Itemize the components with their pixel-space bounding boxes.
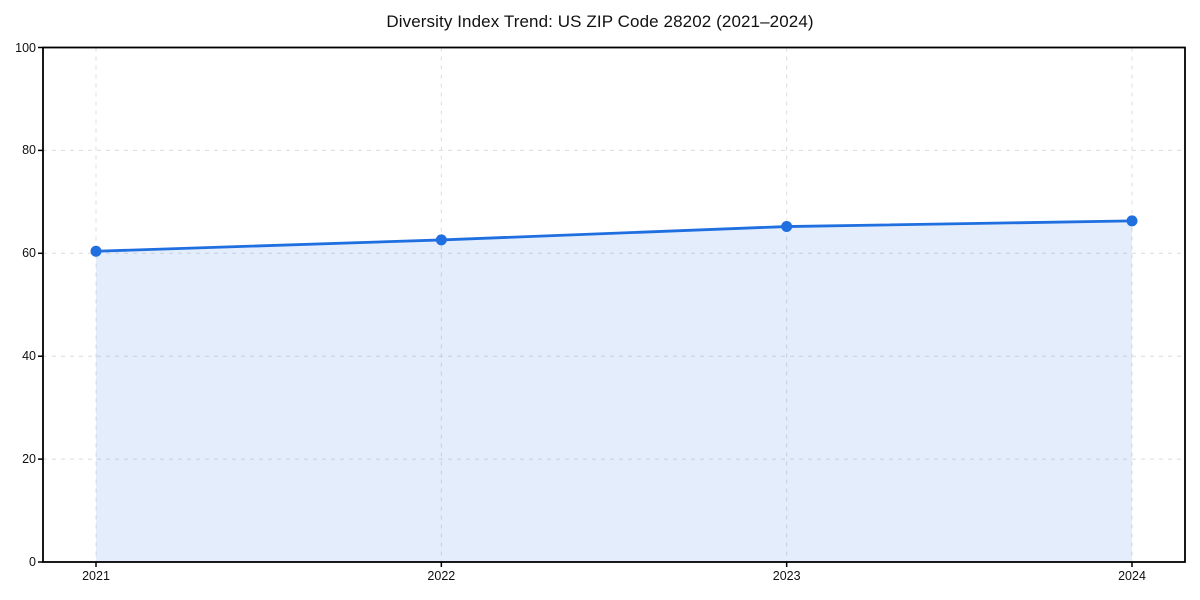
y-tick-label: 40 [22, 349, 36, 364]
x-tick-label: 2022 [427, 569, 456, 583]
y-tick-label: 100 [15, 40, 36, 55]
y-tick-label: 60 [22, 246, 36, 261]
x-tick-label: 2021 [82, 569, 110, 583]
x-tick-label: 2024 [1118, 569, 1146, 583]
chart-title: Diversity Index Trend: US ZIP Code 28202… [386, 12, 814, 31]
x-tick-label: 2023 [772, 569, 801, 583]
y-tick-label: 80 [22, 143, 36, 158]
y-tick-label: 20 [22, 452, 36, 467]
y-tick-label: 0 [29, 555, 36, 569]
